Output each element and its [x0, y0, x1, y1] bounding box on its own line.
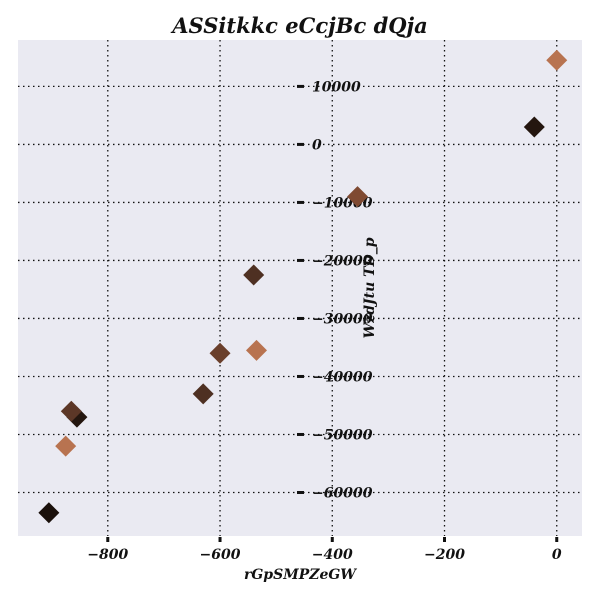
data-point	[243, 264, 265, 286]
data-point	[192, 383, 214, 405]
data-point	[55, 435, 77, 457]
y-tick-label: −50000	[312, 427, 373, 443]
y-tick-label: −30000	[312, 311, 373, 327]
data-point	[347, 186, 369, 208]
grid-lines	[18, 40, 582, 536]
y-axis-label: WzdJtu TD_p	[362, 237, 378, 338]
axis-ticks: −800 −600 −400 −200 0100000−10000−20000−3000…	[87, 79, 562, 563]
data-point	[60, 400, 82, 422]
y-tick-label: 10000	[312, 79, 361, 95]
y-tick-label: −40000	[312, 369, 373, 385]
y-tick-label: −60000	[312, 485, 373, 501]
data-point	[246, 339, 268, 361]
data-point	[209, 342, 231, 364]
y-tick-label: 0	[312, 137, 322, 153]
chart-title: ASSitkkc eCcjBc dQja	[170, 13, 428, 38]
y-tick-label: −20000	[312, 253, 373, 269]
x-tick-label: −600	[200, 547, 241, 563]
x-axis-label: rGpSMPZeGW	[244, 567, 357, 583]
data-points	[38, 49, 568, 524]
data-point	[546, 49, 568, 71]
data-point	[38, 502, 60, 524]
x-tick-label: −200	[424, 547, 465, 563]
plot-area	[18, 40, 582, 536]
x-tick-label: −800	[87, 547, 128, 563]
data-point	[523, 116, 545, 138]
x-tick-label: −400	[312, 547, 353, 563]
x-tick-label: 0	[552, 547, 562, 563]
